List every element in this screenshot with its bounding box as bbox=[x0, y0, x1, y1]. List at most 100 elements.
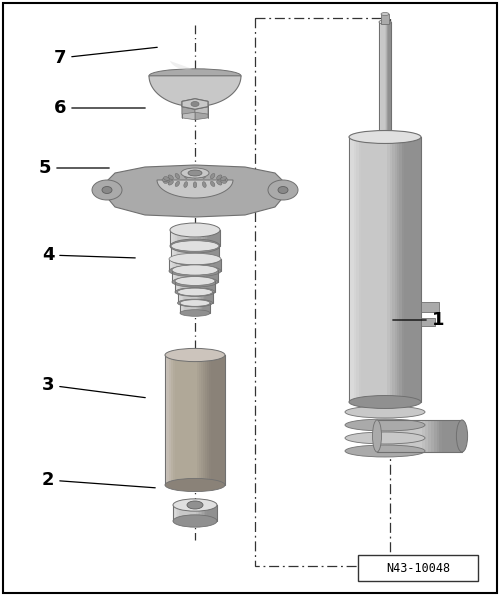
Bar bbox=[358, 555, 478, 581]
Bar bbox=[198, 270, 200, 282]
Bar bbox=[191, 303, 192, 313]
Bar bbox=[440, 420, 442, 452]
Bar bbox=[186, 292, 188, 303]
Bar bbox=[454, 420, 457, 452]
Ellipse shape bbox=[349, 396, 421, 408]
Bar bbox=[174, 230, 176, 246]
Bar bbox=[188, 259, 190, 271]
Bar bbox=[176, 246, 178, 260]
Bar bbox=[204, 246, 206, 260]
Bar bbox=[206, 505, 208, 521]
Bar bbox=[202, 281, 203, 292]
Bar bbox=[388, 137, 390, 402]
Bar bbox=[208, 270, 210, 282]
Bar bbox=[206, 246, 208, 260]
Bar bbox=[366, 137, 368, 402]
Bar bbox=[382, 22, 383, 142]
Ellipse shape bbox=[170, 239, 220, 253]
Bar bbox=[211, 355, 214, 485]
Ellipse shape bbox=[220, 179, 226, 184]
Ellipse shape bbox=[193, 172, 197, 178]
Bar bbox=[420, 420, 423, 452]
Bar bbox=[182, 246, 184, 260]
Bar bbox=[354, 137, 356, 402]
Bar bbox=[173, 505, 175, 521]
Bar bbox=[190, 230, 192, 246]
Bar bbox=[176, 270, 178, 282]
Text: 3: 3 bbox=[42, 376, 145, 398]
Text: N43-10048: N43-10048 bbox=[386, 561, 450, 575]
Bar bbox=[173, 505, 217, 521]
Bar bbox=[212, 281, 214, 292]
Bar bbox=[216, 246, 218, 260]
Ellipse shape bbox=[345, 445, 425, 457]
Bar bbox=[428, 420, 432, 452]
Bar bbox=[255, 18, 390, 566]
Bar bbox=[169, 259, 171, 271]
Bar bbox=[209, 270, 211, 282]
Bar bbox=[206, 270, 208, 282]
Bar bbox=[210, 230, 212, 246]
Ellipse shape bbox=[216, 175, 222, 179]
Bar bbox=[195, 230, 197, 246]
Ellipse shape bbox=[171, 254, 219, 265]
Bar bbox=[210, 270, 212, 282]
Bar bbox=[193, 303, 194, 313]
Bar bbox=[179, 355, 182, 485]
Ellipse shape bbox=[178, 299, 212, 307]
Bar bbox=[183, 281, 185, 292]
Bar bbox=[199, 281, 201, 292]
Bar bbox=[184, 246, 186, 260]
Bar bbox=[208, 281, 210, 292]
Bar bbox=[172, 246, 174, 260]
Bar bbox=[186, 505, 188, 521]
Bar bbox=[185, 355, 188, 485]
Ellipse shape bbox=[220, 176, 226, 181]
Polygon shape bbox=[149, 76, 241, 107]
Bar bbox=[361, 137, 364, 402]
Bar bbox=[197, 355, 200, 485]
Bar bbox=[200, 505, 202, 521]
Bar bbox=[434, 420, 437, 452]
Bar bbox=[198, 505, 200, 521]
Bar bbox=[192, 230, 194, 246]
Bar bbox=[382, 137, 386, 402]
Ellipse shape bbox=[164, 179, 170, 184]
Bar bbox=[198, 303, 200, 313]
Bar bbox=[196, 303, 198, 313]
Bar bbox=[187, 281, 189, 292]
Bar bbox=[183, 259, 185, 271]
Ellipse shape bbox=[169, 253, 221, 265]
Ellipse shape bbox=[191, 101, 199, 107]
Bar bbox=[214, 246, 216, 260]
Bar bbox=[208, 505, 210, 521]
Bar bbox=[205, 303, 206, 313]
Bar bbox=[171, 246, 219, 260]
Bar bbox=[377, 420, 462, 452]
Bar bbox=[386, 420, 389, 452]
Bar bbox=[200, 303, 202, 313]
Bar bbox=[195, 259, 197, 271]
Bar bbox=[382, 420, 386, 452]
Ellipse shape bbox=[171, 241, 219, 252]
Bar bbox=[187, 355, 190, 485]
Bar bbox=[209, 303, 210, 313]
Bar bbox=[383, 22, 384, 142]
Bar bbox=[390, 22, 391, 142]
Bar bbox=[212, 270, 214, 282]
Bar bbox=[191, 292, 192, 303]
Bar bbox=[210, 246, 212, 260]
Bar bbox=[191, 281, 193, 292]
Bar bbox=[165, 355, 225, 485]
Bar bbox=[356, 137, 359, 402]
Bar bbox=[186, 230, 189, 246]
Bar bbox=[171, 355, 173, 485]
Bar bbox=[442, 420, 446, 452]
Bar bbox=[188, 230, 190, 246]
Bar bbox=[195, 270, 197, 282]
Bar bbox=[180, 505, 182, 521]
Bar bbox=[388, 22, 389, 142]
Bar bbox=[190, 246, 192, 260]
Bar bbox=[208, 292, 210, 303]
Bar bbox=[206, 259, 208, 271]
